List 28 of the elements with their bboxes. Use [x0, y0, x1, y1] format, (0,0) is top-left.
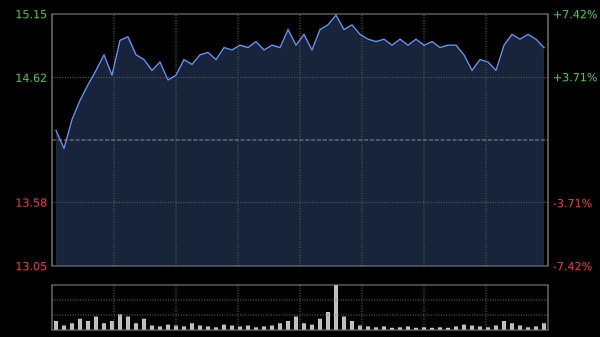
bar: [310, 324, 314, 330]
bar: [118, 314, 122, 330]
bar: [294, 316, 298, 330]
y2-tick-label: +3.71%: [554, 72, 597, 82]
bar: [350, 321, 354, 330]
bar: [286, 321, 290, 330]
bar: [78, 318, 82, 330]
bar: [110, 321, 114, 330]
y-tick-label: 13.58: [16, 198, 46, 207]
bar: [94, 316, 98, 330]
bar: [502, 321, 506, 330]
bar: [334, 285, 338, 330]
bar: [342, 316, 346, 330]
bar: [318, 318, 322, 330]
bar: [142, 318, 146, 330]
bar: [462, 324, 466, 330]
y2-tick-label: -3.71%: [553, 198, 592, 208]
bar: [222, 324, 226, 330]
y-tick-label: 13.05: [16, 262, 46, 270]
y2-tick-label: -7.42%: [553, 262, 592, 270]
bar: [166, 324, 170, 330]
bar: [326, 312, 330, 330]
bar: [54, 321, 58, 330]
bar: [126, 316, 130, 330]
y-tick-label: 15.15: [16, 10, 46, 18]
y2-tick-label: +7.42%: [554, 10, 597, 18]
y-tick-label: 14.62: [16, 74, 46, 82]
bar: [86, 321, 90, 330]
